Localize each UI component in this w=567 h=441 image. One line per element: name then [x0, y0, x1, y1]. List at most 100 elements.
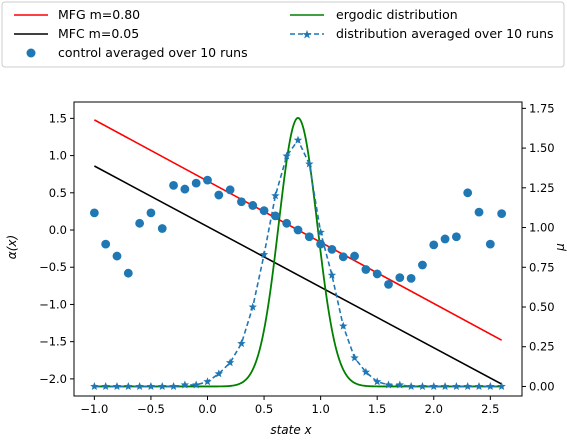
control-scatter-point — [270, 211, 280, 221]
control-scatter-point — [259, 206, 269, 216]
distribution-star-marker — [418, 382, 427, 391]
legend-frame — [1, 1, 565, 68]
distribution-star-marker — [384, 380, 393, 389]
control-scatter-point — [304, 232, 314, 242]
distribution-star-marker — [486, 382, 495, 391]
distribution-star-marker — [406, 382, 416, 391]
y-right-tick-label: 1.75 — [529, 101, 555, 115]
control-scatter-point — [282, 218, 292, 228]
distribution-star-marker — [101, 382, 110, 391]
legend-swatch-control — [26, 48, 36, 58]
distribution-star-marker — [90, 382, 99, 391]
x-tick-label: −0.5 — [137, 402, 165, 416]
distribution-star-marker — [361, 367, 371, 376]
y-left-tick-label: −1.0 — [39, 297, 67, 311]
distribution-star-marker — [395, 380, 404, 389]
series-line-mfc — [93, 165, 503, 385]
control-scatter-point — [418, 260, 427, 270]
control-scatter-point — [214, 190, 224, 200]
x-tick-label: 0.0 — [198, 402, 216, 416]
distribution-star-marker — [203, 377, 212, 386]
distribution-star-marker — [497, 382, 506, 391]
control-scatter-point — [327, 244, 337, 254]
plot-frame — [73, 101, 523, 397]
distribution-star-marker — [305, 159, 314, 168]
control-scatter-point — [440, 234, 450, 244]
control-scatter-point — [485, 239, 495, 249]
distribution-star-marker — [259, 250, 269, 259]
x-tick-label: 1.5 — [368, 402, 386, 416]
y-axis-left-label: α(x) — [5, 235, 19, 259]
y-right-tick-label: 0.25 — [529, 340, 555, 354]
y-left-tick-label: −1.5 — [39, 335, 67, 349]
control-scatter-point — [463, 188, 473, 198]
y-left-tick-label: 1.5 — [49, 111, 67, 125]
control-scatter-point — [248, 201, 258, 210]
distribution-star-marker — [339, 321, 348, 330]
control-scatter-point — [101, 239, 111, 249]
legend: MFG m=0.80 MFC m=0.05 control averaged o… — [1, 1, 565, 68]
control-scatter-point — [203, 175, 212, 185]
y-right-tick-label: 0.50 — [529, 300, 555, 314]
x-tick-label: 1.0 — [311, 402, 329, 416]
y-left-tick-label: −2.0 — [39, 372, 67, 386]
control-scatter-point — [135, 218, 145, 228]
x-tick-label: 2.5 — [481, 402, 499, 416]
distribution-star-marker — [350, 353, 359, 362]
distribution-star-marker — [373, 377, 382, 386]
control-scatter-point — [316, 239, 326, 249]
control-scatter-point — [361, 265, 371, 274]
distribution-star-marker — [112, 382, 122, 391]
distribution-star-marker — [248, 302, 257, 311]
y-left-tick-label: 0.5 — [49, 186, 67, 200]
control-scatter-point — [384, 279, 393, 289]
control-scatter-point — [112, 251, 122, 261]
control-scatter-point — [474, 207, 484, 217]
plot-area — [89, 116, 507, 391]
y-right-tick-label: 0.75 — [529, 260, 555, 274]
series-line-distribution-averaged — [94, 138, 502, 388]
control-scatter-point — [451, 232, 461, 242]
distribution-star-marker — [146, 382, 156, 391]
control-scatter-point — [180, 184, 190, 194]
distribution-star-marker — [180, 380, 190, 389]
distribution-star-marker — [440, 382, 450, 391]
control-scatter-point — [429, 240, 439, 250]
control-scatter-point — [406, 274, 416, 283]
distribution-star-marker — [474, 382, 484, 391]
distribution-star-marker — [463, 382, 472, 391]
distribution-star-marker — [124, 382, 133, 391]
distribution-star-marker — [327, 270, 337, 279]
series-line-ergodic-distribution — [94, 116, 502, 388]
control-scatter-point — [497, 209, 507, 219]
control-scatter-point — [293, 225, 303, 235]
control-scatter-point — [146, 208, 156, 218]
y-left-tick-label: −0.5 — [39, 260, 67, 274]
control-scatter-point — [372, 269, 382, 279]
control-scatter-point — [191, 178, 201, 188]
x-tick-label: 2.0 — [425, 402, 443, 416]
distribution-star-marker — [158, 382, 167, 391]
plot-layer — [89, 116, 507, 391]
control-scatter-point — [395, 273, 405, 283]
control-scatter-point — [157, 224, 167, 233]
distribution-star-marker — [282, 151, 291, 160]
distribution-star-marker — [169, 382, 178, 391]
x-tick-label: −1.0 — [80, 402, 108, 416]
y-right-tick-label: 1.25 — [529, 181, 555, 195]
legend-label-distribution: distribution averaged over 10 runs — [336, 26, 554, 41]
distribution-star-marker — [225, 358, 235, 367]
distribution-star-marker — [452, 382, 461, 391]
legend-swatch-distribution-star: ★ — [302, 28, 313, 42]
y-right-tick-label: 1.50 — [529, 141, 555, 155]
distribution-star-marker — [214, 369, 223, 378]
y-left-tick-label: 0.0 — [49, 223, 67, 237]
control-scatter-point — [225, 185, 235, 195]
y-right-tick-label: 0.00 — [529, 379, 555, 393]
distribution-star-marker — [293, 135, 303, 144]
control-scatter-point — [237, 197, 246, 207]
control-scatter-point — [89, 208, 99, 218]
legend-label-ergodic: ergodic distribution — [336, 7, 458, 22]
legend-label-control: control averaged over 10 runs — [58, 45, 248, 60]
legend-label-mfg: MFG m=0.80 — [58, 7, 140, 22]
